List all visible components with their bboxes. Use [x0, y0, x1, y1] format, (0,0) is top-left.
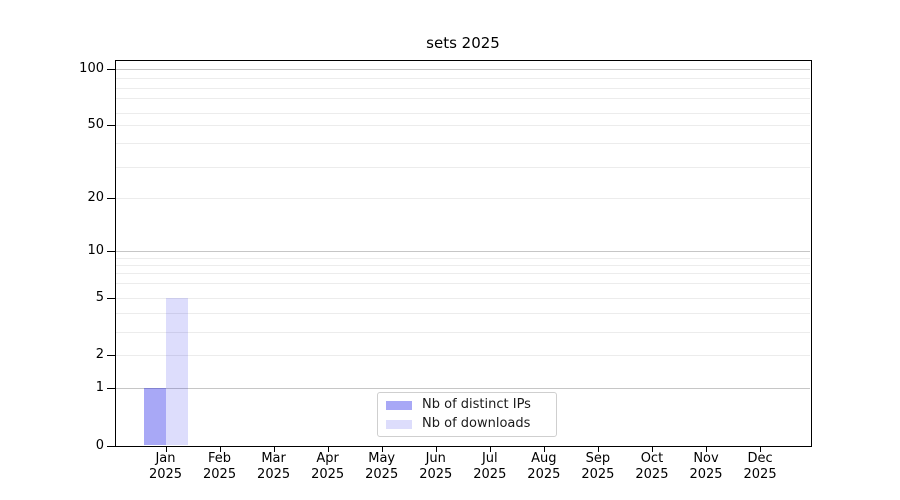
x-tick-mark [651, 446, 653, 452]
legend-item-downloads: Nb of downloads [386, 417, 556, 431]
x-tick-label: Oct 2025 [635, 451, 669, 482]
x-tick-mark [489, 446, 491, 452]
minor-gridline [116, 258, 810, 259]
legend-swatch-downloads [386, 419, 412, 429]
x-tick-mark [543, 446, 545, 452]
y-tick-mark [107, 298, 115, 299]
major-gridline [116, 388, 810, 389]
x-tick-mark [706, 446, 707, 452]
y-tick-label: 50 [87, 117, 104, 132]
y-tick-label: 1 [95, 380, 104, 395]
minor-gridline [116, 313, 810, 314]
x-tick-label: Nov 2025 [689, 451, 723, 482]
x-tick-mark [760, 446, 762, 452]
legend-item-distinct-ips: Nb of distinct IPs [386, 398, 556, 412]
x-tick-mark [165, 446, 167, 452]
minor-gridline [116, 143, 810, 144]
x-tick-label: Mar 2025 [257, 451, 291, 482]
y-tick-mark [107, 446, 115, 447]
x-tick-mark [273, 446, 275, 452]
minor-gridline [116, 298, 810, 299]
major-gridline [116, 69, 810, 70]
minor-gridline [116, 198, 810, 199]
legend-swatch-distinct-ips [386, 400, 412, 410]
minor-gridline [116, 78, 810, 79]
minor-gridline [116, 283, 810, 284]
x-tick-label: Aug 2025 [527, 451, 561, 482]
x-tick-label: Sep 2025 [581, 451, 615, 482]
x-tick-mark [435, 446, 437, 452]
minor-gridline [116, 167, 810, 168]
minor-gridline [116, 113, 810, 114]
legend: Nb of distinct IPs Nb of downloads [377, 392, 557, 437]
y-tick-mark [107, 388, 115, 389]
minor-gridline [116, 98, 810, 99]
minor-gridline [116, 88, 810, 89]
y-tick-label: 10 [87, 243, 104, 258]
major-gridline [116, 251, 810, 252]
minor-gridline [116, 273, 810, 274]
legend-label-downloads: Nb of downloads [422, 416, 531, 431]
x-tick-label: Jul 2025 [473, 451, 507, 482]
y-tick-label: 20 [87, 190, 104, 205]
x-tick-label: Jun 2025 [419, 451, 453, 482]
x-tick-mark [381, 446, 383, 452]
y-tick-label: 100 [79, 61, 104, 76]
chart-title: sets 2025 [426, 34, 500, 52]
y-tick-mark [107, 125, 115, 126]
y-tick-label: 5 [95, 290, 104, 305]
x-tick-label: Apr 2025 [311, 451, 345, 482]
x-tick-label: Feb 2025 [203, 451, 237, 482]
x-tick-mark [597, 446, 599, 452]
plot-area [115, 60, 812, 447]
x-tick-mark [219, 446, 221, 452]
minor-gridline [116, 265, 810, 266]
minor-gridline [116, 125, 810, 126]
y-tick-label: 2 [95, 347, 104, 362]
minor-gridline [116, 355, 810, 356]
bar-distinct-ips-jan [143, 388, 166, 445]
y-tick-label: 0 [95, 438, 104, 453]
x-tick-mark [327, 446, 329, 452]
x-tick-label: Jan 2025 [148, 451, 183, 482]
y-tick-mark [107, 251, 115, 252]
minor-gridline [116, 332, 810, 333]
y-tick-mark [107, 69, 115, 70]
x-tick-label: May 2025 [365, 451, 399, 482]
legend-label-distinct-ips: Nb of distinct IPs [422, 397, 531, 412]
y-tick-mark [107, 355, 115, 356]
x-tick-label: Dec 2025 [743, 451, 777, 482]
bar-downloads-jan [165, 298, 188, 445]
y-tick-mark [107, 198, 115, 199]
